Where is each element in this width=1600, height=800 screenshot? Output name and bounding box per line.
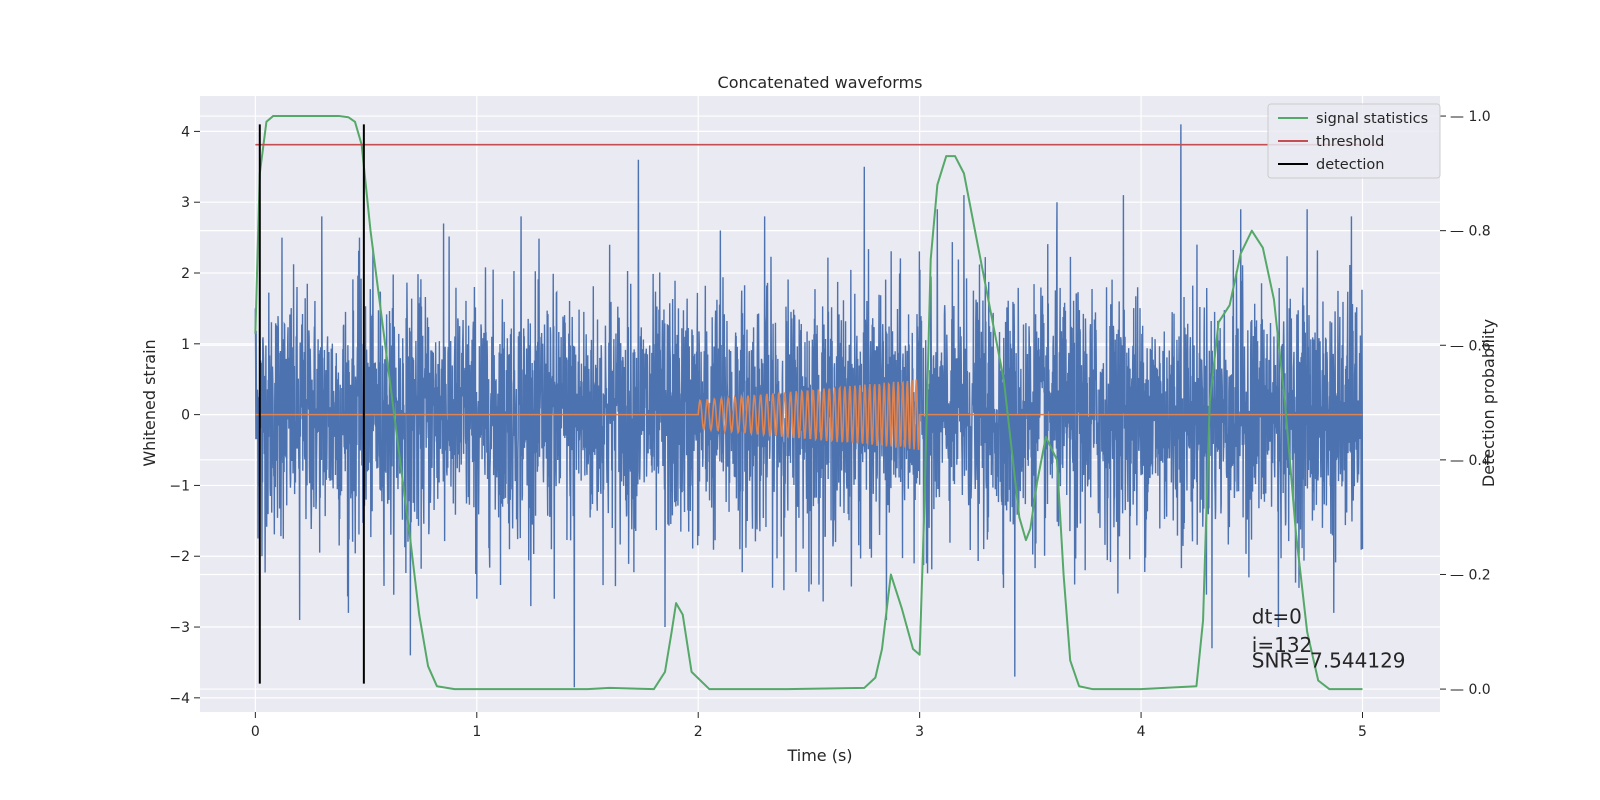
legend-label: signal statistics [1316, 111, 1428, 127]
y2-tick-label: — 0.6 [1450, 338, 1491, 354]
legend-label: detection [1316, 157, 1384, 173]
y2-tick-label: — 0.4 [1450, 453, 1491, 469]
y-tick-label: 0 [181, 408, 190, 424]
signal-statistics-line [254, 115, 1363, 691]
annotation-text: SNR=7.544129 [1252, 648, 1406, 672]
annotation-text: dt=0 [1252, 604, 1302, 628]
strain-series [254, 124, 1364, 688]
strain-line [254, 124, 1364, 688]
x-tick-label: 4 [1137, 724, 1146, 740]
legend-label: threshold [1316, 134, 1384, 150]
x-tick-label: 1 [472, 724, 481, 740]
x-axis: 0 1 2 3 4 5 [251, 712, 1367, 740]
template-line [255, 379, 1363, 450]
y-tick-label: −2 [169, 549, 190, 565]
y-tick-label: −3 [169, 620, 190, 636]
chart-title: Concatenated waveforms [718, 73, 923, 92]
detection-series [258, 124, 365, 684]
y-tick-label: 2 [181, 266, 190, 282]
y-axis: −4 −3 −2 −1 0 1 2 3 4 [169, 124, 200, 707]
y-axis-label: Whitened strain [140, 339, 159, 466]
legend: signal statistics threshold detection [1267, 103, 1441, 179]
x-axis-label: Time (s) [786, 746, 852, 765]
y2-tick-label: — 0.8 [1450, 224, 1491, 240]
x-tick-label: 5 [1358, 724, 1367, 740]
signal-statistics-series [254, 115, 1363, 691]
legend-box [1267, 103, 1441, 179]
template-series [255, 379, 1363, 450]
y-tick-label: −1 [169, 478, 190, 494]
x-tick-label: 0 [251, 724, 260, 740]
x-tick-label: 2 [694, 724, 703, 740]
y2-tick-label: — 1.0 [1450, 109, 1491, 125]
x-tick-label: 3 [915, 724, 924, 740]
y-tick-label: 3 [181, 195, 190, 211]
y2-axis: — 0.0 — 0.2 — 0.4 — 0.6 — 0.8 — 1.0 [1440, 109, 1491, 698]
y-tick-label: −4 [169, 691, 190, 707]
y2-tick-label: — 0.2 [1450, 567, 1491, 583]
y2-axis-label: Detection probability [1479, 319, 1498, 487]
y-tick-label: 1 [181, 337, 190, 353]
y-tick-label: 4 [181, 124, 190, 140]
annotation-text: i=132 [1252, 633, 1313, 657]
y2-tick-label: — 0.0 [1450, 682, 1491, 698]
